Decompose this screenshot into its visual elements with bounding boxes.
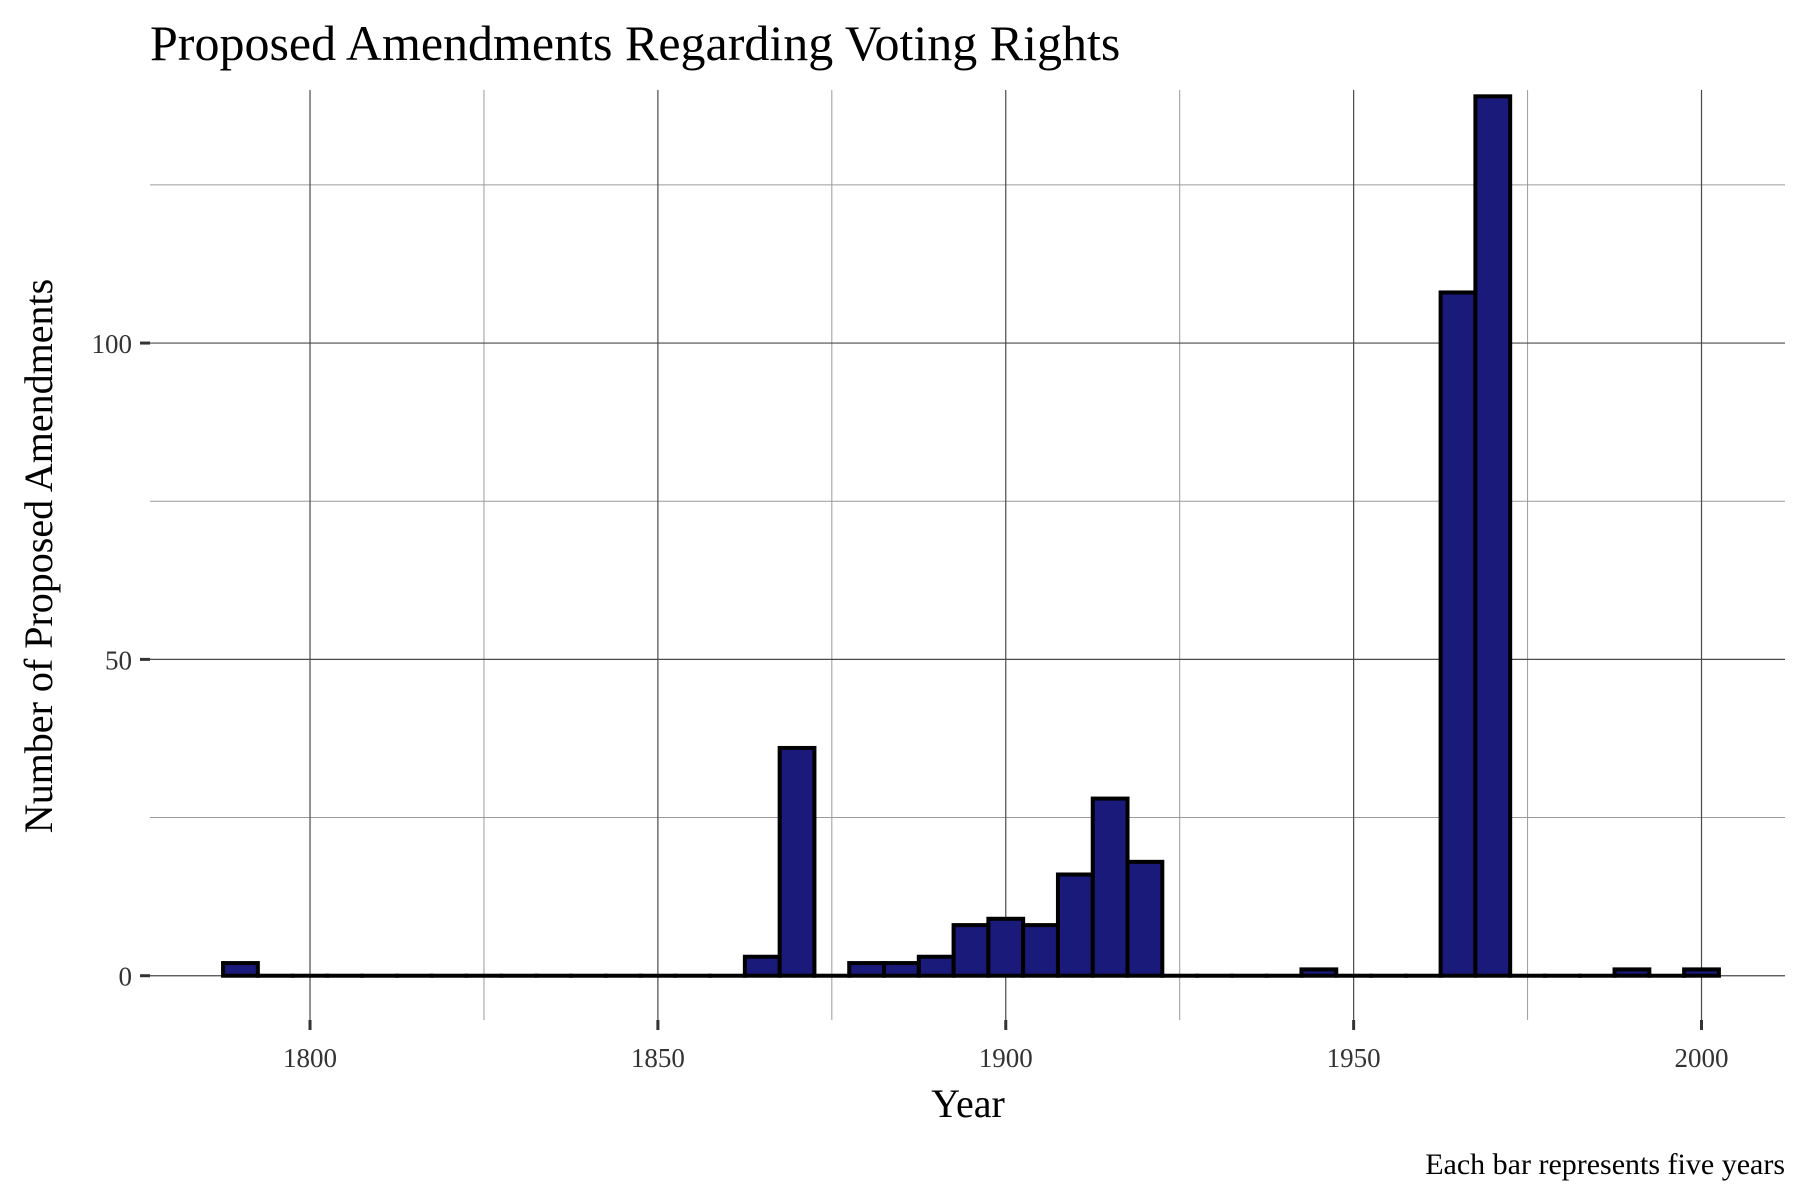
y-tick-label: 100 <box>92 329 133 359</box>
bar <box>1125 859 1165 978</box>
bar <box>1021 923 1060 978</box>
bar <box>1612 967 1652 978</box>
x-axis-title: Year <box>931 1081 1005 1126</box>
chart-title: Proposed Amendments Regarding Voting Rig… <box>150 15 1120 71</box>
y-axis-title: Number of Proposed Amendments <box>16 279 61 833</box>
grid-lines <box>150 90 1785 1020</box>
x-tick-label: 2000 <box>1675 1043 1729 1073</box>
y-tick-label: 50 <box>105 645 132 675</box>
bar <box>1055 872 1095 978</box>
bar <box>986 916 1026 978</box>
bar <box>742 954 782 978</box>
bar <box>1473 94 1513 978</box>
axis-ticks: 1800 1850 1900 1950 2000 0 50 100 <box>92 329 1729 1073</box>
bars <box>221 94 1721 978</box>
bar <box>1438 290 1478 978</box>
bar <box>916 954 956 978</box>
x-tick-label: 1900 <box>979 1043 1033 1073</box>
bar <box>1090 796 1130 978</box>
x-tick-label: 1950 <box>1327 1043 1381 1073</box>
chart-caption: Each bar represents five years <box>1425 1148 1785 1181</box>
bar <box>847 961 887 978</box>
bar <box>951 923 991 978</box>
bar <box>882 961 921 978</box>
bar <box>777 745 817 978</box>
bar <box>1682 967 1721 978</box>
y-tick-label: 0 <box>119 962 133 992</box>
x-tick-label: 1850 <box>631 1043 685 1073</box>
x-tick-label: 1800 <box>283 1043 337 1073</box>
bar <box>221 961 260 978</box>
bar <box>1299 967 1339 978</box>
